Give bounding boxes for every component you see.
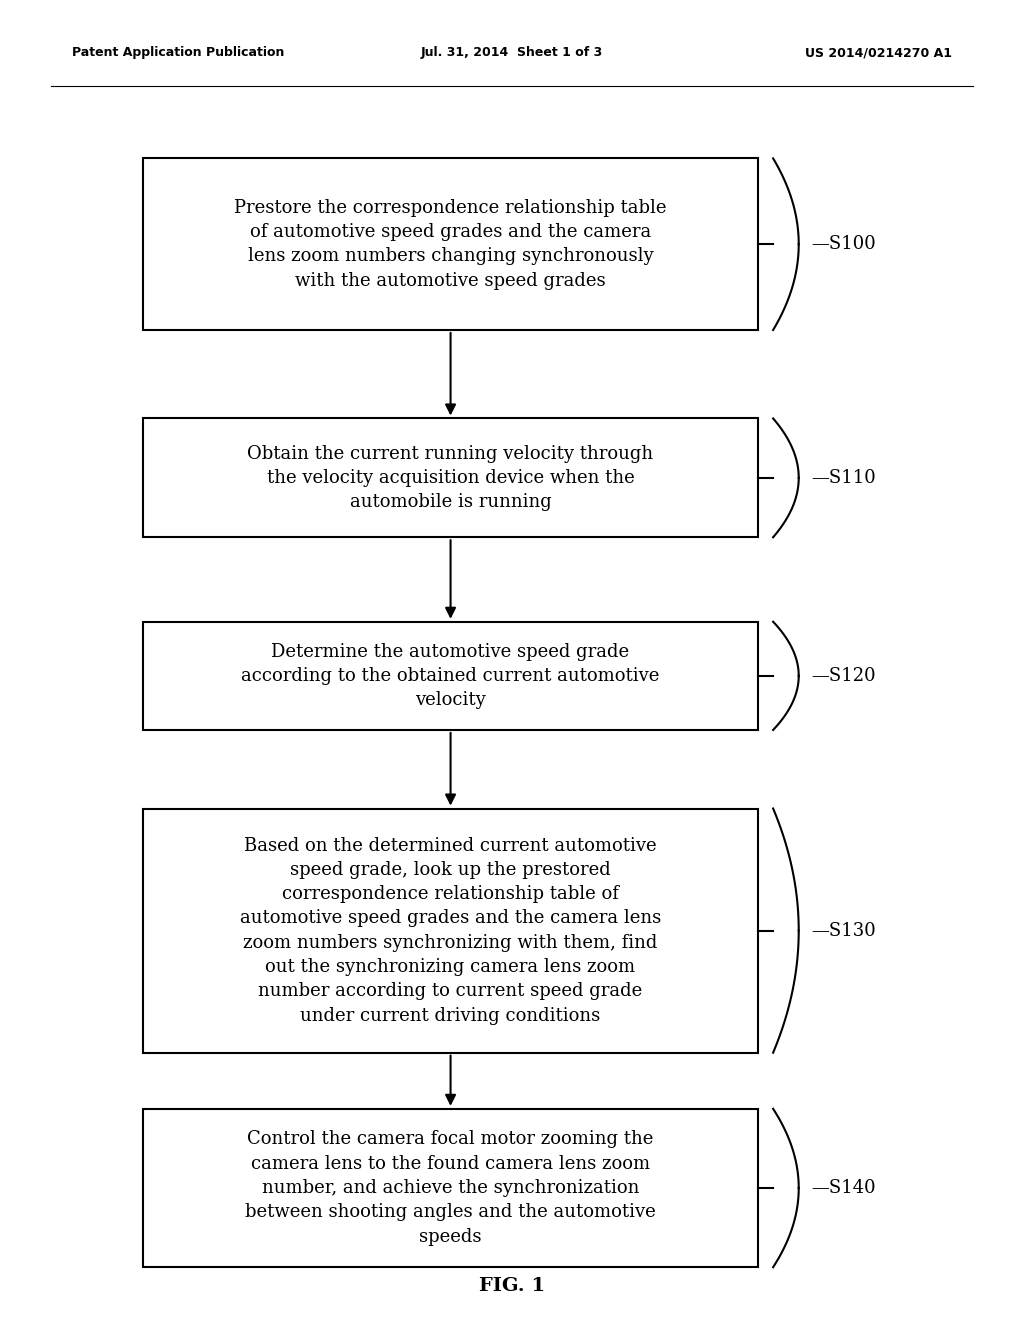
Text: Patent Application Publication: Patent Application Publication <box>72 46 284 59</box>
Text: —S140: —S140 <box>811 1179 876 1197</box>
Bar <box>143 808 758 1053</box>
Text: —S130: —S130 <box>811 921 876 940</box>
Bar <box>143 418 758 537</box>
Text: FIG. 1: FIG. 1 <box>479 1276 545 1295</box>
Text: Jul. 31, 2014  Sheet 1 of 3: Jul. 31, 2014 Sheet 1 of 3 <box>421 46 603 59</box>
Text: —S100: —S100 <box>811 235 876 253</box>
Text: —S120: —S120 <box>811 667 876 685</box>
Bar <box>143 1109 758 1267</box>
Text: Control the camera focal motor zooming the
camera lens to the found camera lens : Control the camera focal motor zooming t… <box>245 1130 656 1246</box>
Text: Prestore the correspondence relationship table
of automotive speed grades and th: Prestore the correspondence relationship… <box>234 199 667 289</box>
Bar <box>143 158 758 330</box>
Bar <box>143 622 758 730</box>
Text: —S110: —S110 <box>811 469 876 487</box>
Text: Obtain the current running velocity through
the velocity acquisition device when: Obtain the current running velocity thro… <box>248 445 653 511</box>
Text: Determine the automotive speed grade
according to the obtained current automotiv: Determine the automotive speed grade acc… <box>242 643 659 709</box>
Text: Based on the determined current automotive
speed grade, look up the prestored
co: Based on the determined current automoti… <box>240 837 662 1024</box>
Text: US 2014/0214270 A1: US 2014/0214270 A1 <box>805 46 952 59</box>
